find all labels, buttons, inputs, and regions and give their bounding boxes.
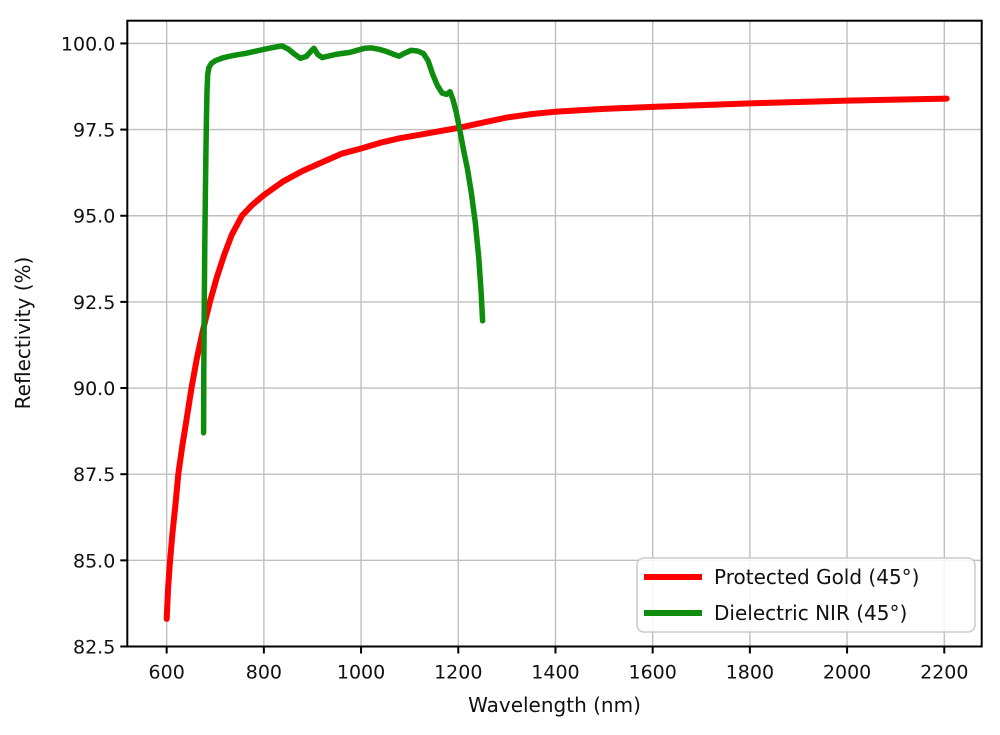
- x-tick-label-1800: 1800: [726, 662, 774, 684]
- y-tick-label-85: 85.0: [73, 550, 115, 572]
- x-tick-label-1000: 1000: [337, 662, 385, 684]
- x-tick-label-600: 600: [149, 662, 185, 684]
- legend-box: [636, 557, 976, 633]
- x-tick-label-800: 800: [246, 662, 282, 684]
- series-line-dielectric-nir: [200, 43, 486, 436]
- legend: Protected Gold (45°) Dielectric NIR (45°…: [636, 557, 976, 633]
- y-axis-label: Reflectivity (%): [11, 257, 35, 410]
- y-tick-label-82.5: 82.5: [73, 637, 115, 659]
- x-tick-label-1400: 1400: [531, 662, 579, 684]
- x-tick-label-2000: 2000: [823, 662, 871, 684]
- x-tick-label-2200: 2200: [920, 662, 968, 684]
- y-tick-label-100: 100.0: [61, 33, 115, 55]
- y-tick-label-87.5: 87.5: [73, 464, 115, 486]
- data-series: [163, 43, 950, 622]
- axis-ticks: [120, 42, 946, 654]
- y-tick-label-90: 90.0: [73, 378, 115, 400]
- legend-label-dielectric-nir: Dielectric NIR (45°): [714, 601, 907, 625]
- y-tick-label-95: 95.0: [73, 206, 115, 228]
- y-tick-label-92.5: 92.5: [73, 292, 115, 314]
- x-tick-label-1200: 1200: [434, 662, 482, 684]
- x-tick-label-1600: 1600: [628, 662, 676, 684]
- y-tick-label-97.5: 97.5: [73, 120, 115, 142]
- axis-tick-labels: 600 800 1000 1200 1400 1600 1800 2000 2200 82.5 85…: [61, 33, 969, 683]
- series-line-protected-gold: [163, 95, 950, 622]
- x-axis-label: Wavelength (nm): [468, 693, 641, 717]
- legend-label-protected-gold: Protected Gold (45°): [714, 565, 919, 589]
